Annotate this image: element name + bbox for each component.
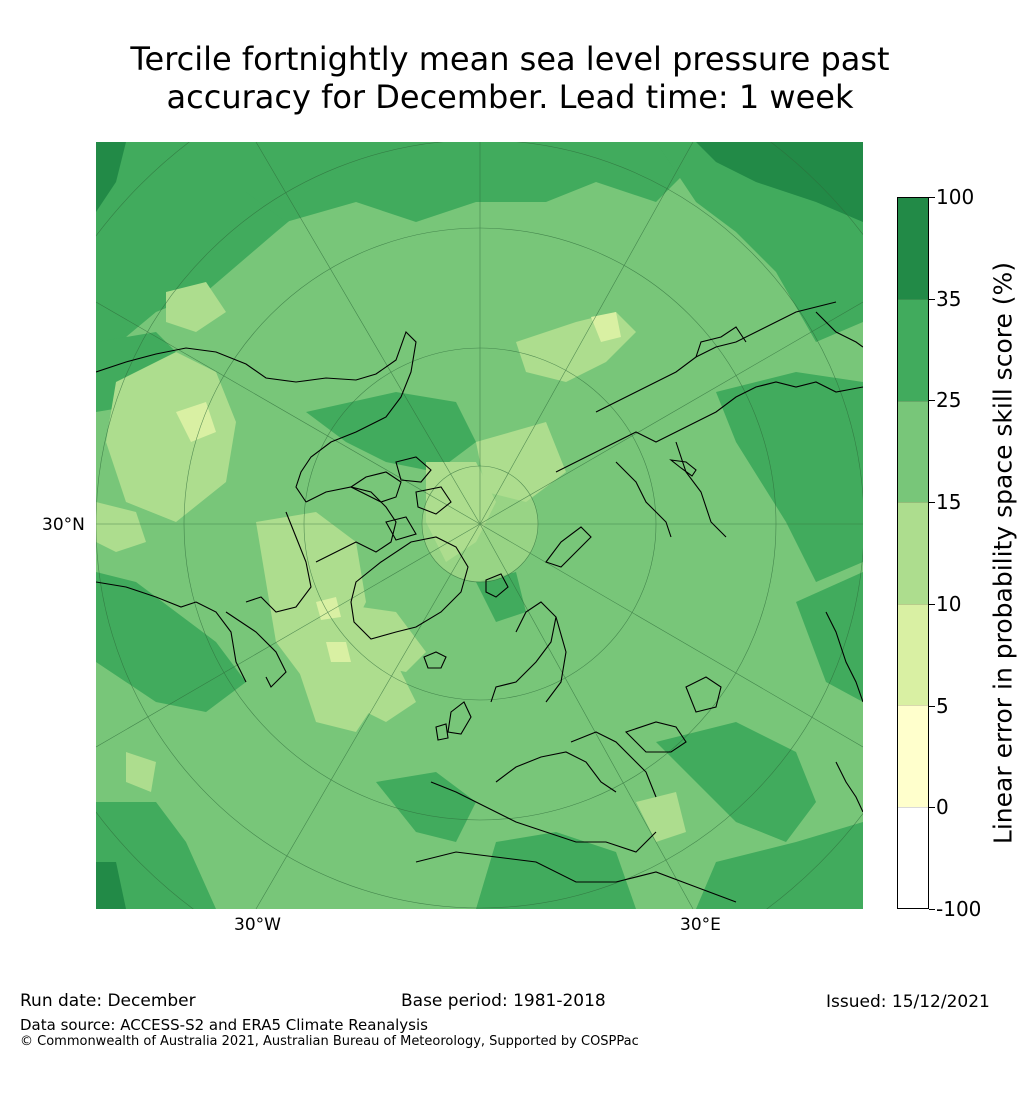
- chart-title: Tercile fortnightly mean sea level press…: [0, 40, 1020, 116]
- colorbar-segment: [898, 198, 928, 300]
- colorbar-tick-label: 10: [936, 591, 962, 616]
- colorbar-tick-label: 15: [936, 490, 962, 515]
- base-period: Base period: 1981-2018: [401, 991, 606, 1011]
- graticule: [96, 142, 863, 909]
- colorbar-tick-label: -100: [936, 897, 982, 921]
- colorbar: [897, 197, 929, 909]
- map-svg: [96, 142, 863, 909]
- colorbar-segment: [898, 603, 928, 706]
- colorbar-segment: [898, 502, 928, 604]
- colorbar-tick: [929, 909, 935, 910]
- title-line-1: Tercile fortnightly mean sea level press…: [130, 40, 890, 78]
- colorbar-tick-label: 5: [936, 693, 949, 718]
- colorbar-segment: [898, 400, 928, 503]
- lon-label-30W: 30°W: [234, 915, 281, 935]
- colorbar-tick-label: 0: [936, 795, 949, 820]
- colorbar-tick: [929, 197, 935, 198]
- colorbar-tick-label: 35: [936, 286, 962, 311]
- colorbar-tick: [929, 807, 935, 809]
- skill-score-map: [96, 142, 863, 909]
- colorbar-tick: [929, 502, 935, 504]
- copyright: © Commonwealth of Australia 2021, Austra…: [20, 1034, 639, 1049]
- data-source: Data source: ACCESS-S2 and ERA5 Climate …: [20, 1016, 428, 1034]
- lat-label-30N: 30°N: [42, 515, 85, 535]
- colorbar-tick-label: 100: [936, 185, 975, 209]
- region-25-35: [96, 142, 863, 909]
- colorbar-tick: [929, 400, 935, 402]
- issued-date: Issued: 15/12/2021: [826, 992, 990, 1012]
- run-date: Run date: December: [20, 991, 196, 1011]
- title-line-2: accuracy for December. Lead time: 1 week: [166, 78, 854, 116]
- coastlines: [96, 301, 863, 903]
- lon-label-30E: 30°E: [680, 915, 721, 935]
- colorbar-title: Linear error in probability space skill …: [988, 261, 1018, 845]
- colorbar-tick: [929, 705, 935, 707]
- colorbar-segment: [898, 299, 928, 401]
- colorbar-tick: [929, 603, 935, 605]
- colorbar-segment: [898, 705, 928, 807]
- colorbar-segment: [898, 806, 928, 908]
- region-35-100: [96, 142, 863, 909]
- colorbar-tick-label: 25: [936, 388, 962, 413]
- region-10-15: [96, 282, 686, 842]
- colorbar-tick: [929, 298, 935, 300]
